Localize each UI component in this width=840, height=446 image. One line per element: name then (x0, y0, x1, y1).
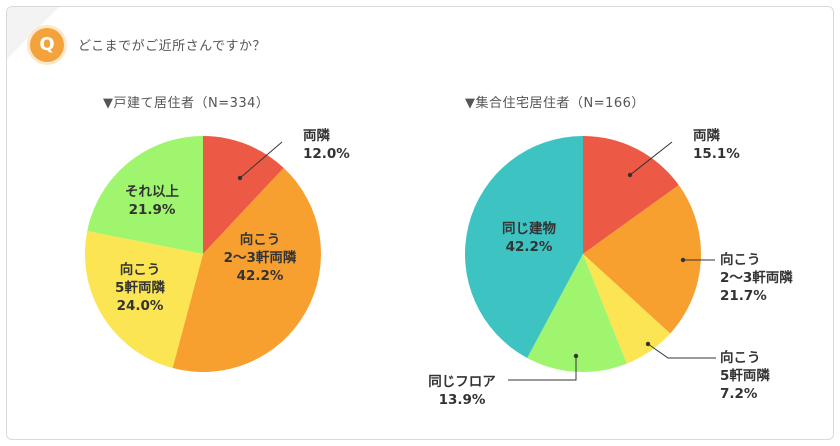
slice-value-label: 24.0% (117, 298, 164, 314)
question-badge-icon: Q (30, 28, 64, 62)
leader-line (239, 141, 283, 179)
pie-slice (203, 136, 284, 254)
slice-category-label: 向こう (240, 231, 281, 248)
slice-category-label: 向こう (720, 251, 761, 268)
leader-line (508, 356, 577, 381)
leader-dot (237, 175, 243, 181)
pie-slice (172, 167, 321, 372)
pie-slice (583, 136, 679, 254)
leader-dot (573, 353, 579, 359)
pie-slice (87, 136, 203, 254)
slice-category-label: 同じフロア (428, 374, 496, 390)
slice-category-label: 2～3軒両隣 (224, 249, 297, 266)
leader-line (629, 141, 673, 176)
leader-dot (680, 257, 686, 263)
chart-title-detached-house: ▼戸建て居住者（N=334） (103, 96, 270, 111)
pie-chart-1: 両隣15.1%向こう2～3軒両隣21.7%向こう5軒両隣7.2%同じフロア13.… (428, 127, 793, 408)
slice-category-label: 同じ建物 (502, 220, 556, 237)
question-text: どこまでがご近所さんですか？ (78, 39, 266, 54)
chart-title-apartment: ▼集合住宅居住者（N=166） (465, 96, 645, 111)
slice-category-label: それ以上 (125, 184, 179, 200)
slice-category-label: 向こう (120, 261, 161, 278)
slice-category-label: 向こう (720, 349, 761, 366)
slice-category-label: 5軒両隣 (115, 279, 165, 296)
slice-category-label: 両隣 (693, 127, 721, 144)
leader-dot (627, 172, 633, 178)
pie-chart-0: 両隣12.0%向こう2～3軒両隣42.2%向こう5軒両隣24.0%それ以上21.… (85, 127, 350, 372)
slice-value-label: 42.2% (237, 268, 284, 284)
slice-category-label: 5軒両隣 (720, 367, 770, 384)
slice-value-label: 12.0% (303, 146, 350, 162)
pie-slice (583, 185, 701, 334)
slice-value-label: 21.7% (720, 288, 767, 304)
slice-value-label: 21.9% (129, 202, 176, 218)
pie-slice (583, 254, 671, 364)
pie-slice (527, 254, 627, 372)
leader-line (647, 343, 716, 359)
slice-value-label: 13.9% (439, 392, 486, 408)
slice-value-label: 15.1% (693, 146, 740, 162)
slice-category-label: 2～3軒両隣 (720, 269, 793, 286)
slice-value-label: 7.2% (720, 386, 758, 402)
pie-slice (465, 135, 583, 358)
slice-value-label: 42.2% (506, 239, 553, 255)
slice-category-label: 両隣 (303, 127, 330, 144)
leader-dot (645, 341, 651, 347)
pie-slice (85, 231, 203, 369)
